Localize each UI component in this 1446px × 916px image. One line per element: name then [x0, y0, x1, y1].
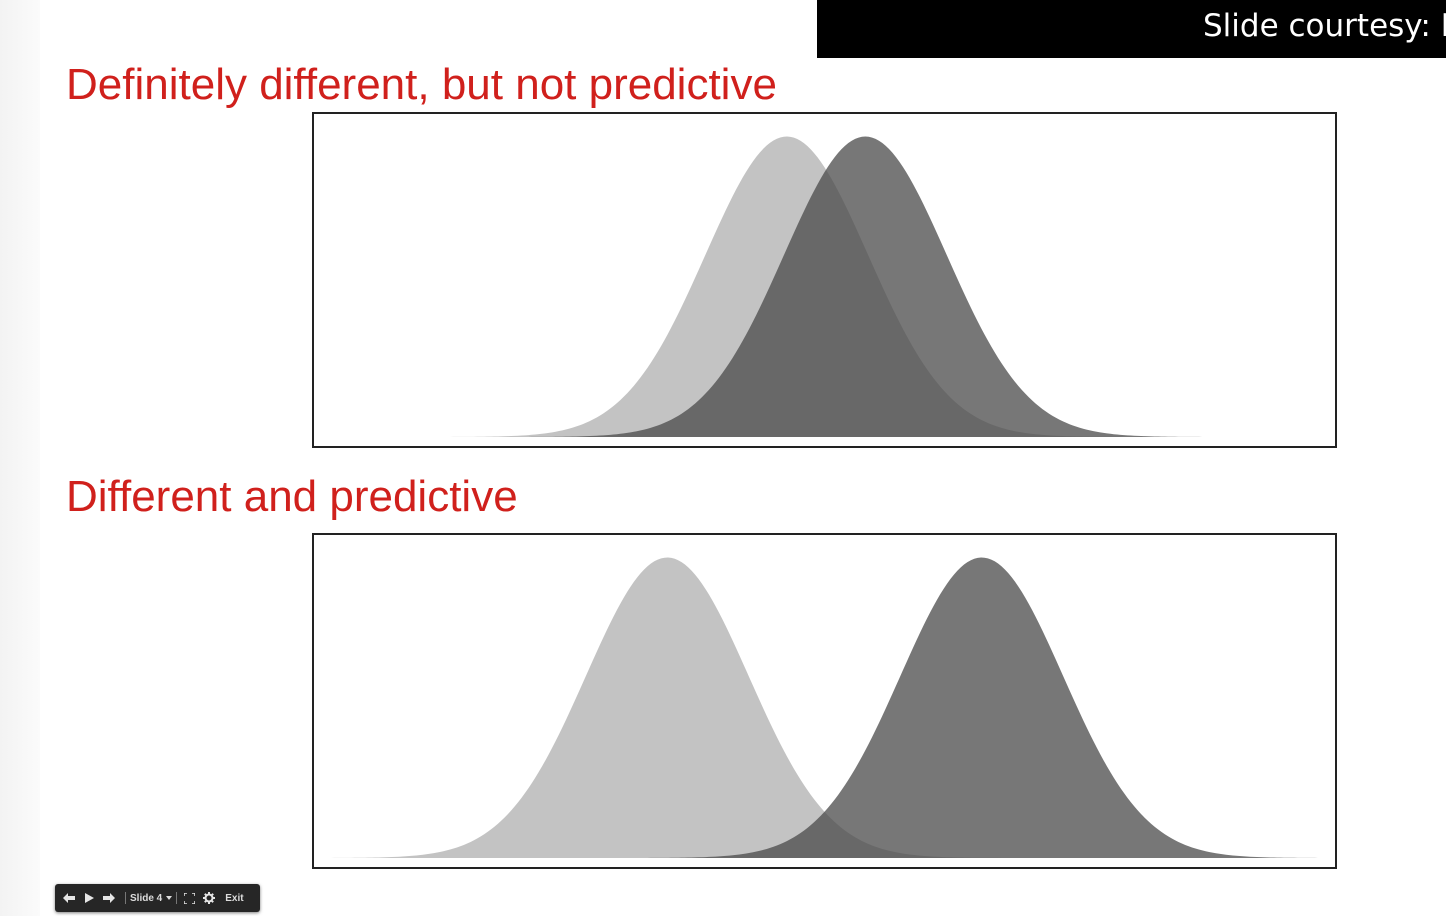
distribution-curve-dark: [314, 557, 1335, 858]
previous-slide-button[interactable]: [61, 888, 77, 908]
distribution-curve-dark: [314, 136, 1335, 437]
slide-title-top: Definitely different, but not predictive: [66, 60, 777, 109]
distribution-chart-overlapping: [312, 112, 1337, 448]
gear-icon: [203, 892, 216, 904]
next-slide-button[interactable]: [101, 888, 117, 908]
chart-svg: [314, 557, 1335, 858]
slide-left-margin: [0, 0, 40, 916]
play-button[interactable]: [81, 888, 97, 908]
toolbar-divider: [176, 892, 178, 904]
settings-button[interactable]: [201, 888, 217, 908]
arrow-left-icon: [63, 893, 75, 903]
distribution-curve-light: [314, 557, 1335, 858]
slide-selector[interactable]: Slide 4: [130, 892, 173, 904]
chevron-down-icon: [166, 896, 173, 900]
slide-title-bottom: Different and predictive: [66, 472, 518, 521]
chart-svg: [314, 136, 1335, 437]
distribution-chart-separated: [312, 533, 1337, 869]
play-icon: [85, 893, 94, 903]
toolbar-divider: [125, 892, 126, 904]
slide-selector-label: Slide 4: [130, 892, 163, 904]
presentation-toolbar: Slide 4 Exit: [55, 884, 260, 912]
arrow-right-icon: [103, 893, 115, 903]
exit-button[interactable]: Exit: [225, 892, 244, 904]
fullscreen-icon: [183, 892, 195, 904]
courtesy-banner: Slide courtesy: I: [817, 0, 1446, 58]
courtesy-text: Slide courtesy: I: [1203, 8, 1446, 44]
fullscreen-button[interactable]: [181, 888, 197, 908]
